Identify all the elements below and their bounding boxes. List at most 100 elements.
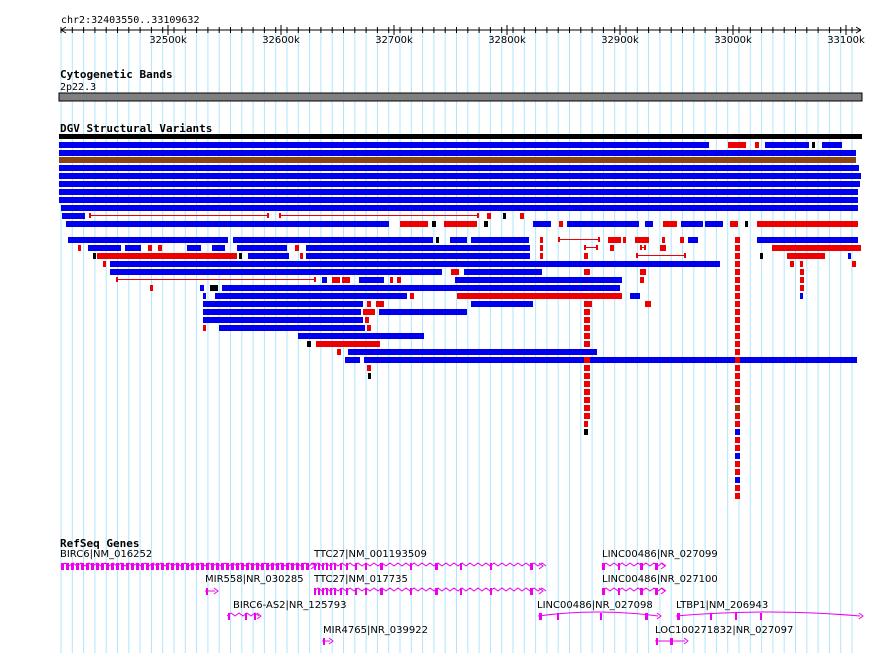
sv-gain-bar[interactable]: [66, 221, 389, 227]
gene-birc6-exon[interactable]: [91, 563, 94, 570]
gene-birc6-exon[interactable]: [281, 563, 284, 570]
sv-other-bar[interactable]: [745, 221, 748, 227]
gene-ttc27-b-exon[interactable]: [322, 588, 324, 595]
gene-ttc27-b-exon[interactable]: [380, 588, 383, 595]
sv-loss-bar[interactable]: [728, 142, 746, 148]
sv-loss-bar[interactable]: [150, 285, 153, 291]
sv-loss-bar[interactable]: [103, 261, 106, 267]
sv-gain-bar[interactable]: [203, 293, 206, 299]
sv-complex-bar[interactable]: [59, 157, 856, 163]
sv-gain-bar[interactable]: [322, 277, 327, 283]
gene-ltbp1-intron[interactable]: [675, 611, 861, 617]
sv-gain-bar[interactable]: [464, 269, 542, 275]
gene-birc6-exon[interactable]: [61, 563, 64, 570]
gene-birc6-exon[interactable]: [191, 563, 194, 570]
sv-loss-end[interactable]: [596, 245, 598, 250]
sv-loss-end[interactable]: [636, 253, 638, 258]
gene-birc6-exon[interactable]: [136, 563, 139, 570]
cytoband-2p22-3[interactable]: [58, 92, 863, 102]
gene-ttc27-a-exon[interactable]: [380, 563, 383, 570]
sv-loss-bar[interactable]: [735, 261, 740, 267]
sv-loss-bar[interactable]: [735, 413, 740, 419]
gene-ttc27-b-exon[interactable]: [490, 588, 492, 595]
sv-gain-bar[interactable]: [455, 277, 622, 283]
gene-ttc27-b-exon[interactable]: [330, 588, 332, 595]
gene-label[interactable]: BIRC6-AS2|NR_125793: [233, 600, 347, 611]
sv-gain-bar[interactable]: [450, 237, 467, 243]
gene-birc6-exon[interactable]: [106, 563, 109, 570]
sv-loss-bar[interactable]: [203, 325, 206, 331]
sv-loss-bar[interactable]: [735, 389, 740, 395]
sv-loss-bar[interactable]: [755, 142, 759, 148]
sv-gain-bar[interactable]: [125, 245, 141, 251]
gene-ttc27-b-exon[interactable]: [410, 588, 412, 595]
sv-gain-bar[interactable]: [567, 221, 639, 227]
gene-ttc27-a-exon[interactable]: [365, 563, 367, 570]
sv-other-bar[interactable]: [307, 341, 311, 347]
sv-loss-bar[interactable]: [367, 365, 371, 371]
sv-loss-bar[interactable]: [735, 493, 740, 499]
gene-loc100271832-exon[interactable]: [656, 638, 658, 645]
gene-birc6-exon[interactable]: [121, 563, 124, 570]
gene-birc6-exon[interactable]: [146, 563, 149, 570]
sv-gain-bar[interactable]: [110, 261, 720, 267]
sv-gain-bar[interactable]: [800, 293, 803, 299]
sv-loss-bar[interactable]: [444, 221, 477, 227]
sv-other-bar[interactable]: [436, 237, 439, 243]
gene-ttc27-a-exon[interactable]: [435, 563, 438, 570]
sv-loss-bar[interactable]: [584, 421, 588, 427]
sv-loss-bar[interactable]: [584, 413, 590, 419]
gene-birc6-exon[interactable]: [161, 563, 164, 570]
gene-label[interactable]: LINC00486|NR_027100: [602, 574, 718, 585]
sv-loss-bar[interactable]: [584, 405, 590, 411]
sv-loss-end[interactable]: [314, 277, 316, 282]
sv-loss-bar[interactable]: [735, 309, 740, 315]
sv-loss-bar[interactable]: [735, 293, 740, 299]
gene-ttc27-a-exon[interactable]: [410, 563, 412, 570]
sv-loss-bar[interactable]: [540, 245, 543, 251]
sv-loss-bar[interactable]: [584, 301, 592, 307]
sv-other-bar[interactable]: [760, 253, 763, 259]
sv-loss-bar[interactable]: [584, 269, 590, 275]
sv-loss-bar[interactable]: [332, 277, 340, 283]
sv-loss-bar[interactable]: [584, 309, 590, 315]
sv-loss-bar[interactable]: [735, 301, 740, 307]
gene-linc00486-a-exon[interactable]: [655, 563, 658, 570]
gene-ltbp1-exon[interactable]: [710, 613, 712, 620]
sv-gain-bar[interactable]: [630, 293, 640, 299]
gene-birc6-exon[interactable]: [181, 563, 184, 570]
sv-loss-bar[interactable]: [735, 397, 740, 403]
sv-gain-bar[interactable]: [200, 285, 204, 291]
gene-birc6-exon[interactable]: [116, 563, 119, 570]
sv-loss-bar[interactable]: [316, 341, 380, 347]
gene-birc6-exon[interactable]: [201, 563, 204, 570]
sv-gain-bar[interactable]: [62, 213, 85, 219]
gene-birc6-exon[interactable]: [196, 563, 199, 570]
sv-loss-bar[interactable]: [730, 221, 738, 227]
sv-gain-bar[interactable]: [237, 245, 287, 251]
sv-gain-bar[interactable]: [59, 142, 709, 148]
sv-loss-bar[interactable]: [584, 373, 590, 379]
gene-birc6-as2-exon[interactable]: [254, 613, 256, 620]
sv-gain-bar[interactable]: [59, 173, 861, 179]
sv-loss-bar[interactable]: [608, 237, 621, 243]
sv-loss-bar[interactable]: [610, 245, 614, 251]
gene-birc6-exon[interactable]: [301, 563, 304, 570]
sv-loss-bar[interactable]: [337, 349, 341, 355]
gene-birc6-exon[interactable]: [156, 563, 159, 570]
sv-loss-end[interactable]: [267, 213, 269, 218]
gene-birc6-exon[interactable]: [71, 563, 74, 570]
sv-loss-bar[interactable]: [295, 245, 299, 251]
gene-ttc27-a-exon[interactable]: [322, 563, 324, 570]
sv-gain-bar[interactable]: [348, 349, 597, 355]
sv-gain-bar[interactable]: [471, 237, 529, 243]
gene-birc6-exon[interactable]: [176, 563, 179, 570]
sv-loss-bar[interactable]: [735, 333, 740, 339]
gene-birc6-exon[interactable]: [131, 563, 134, 570]
sv-loss-bar[interactable]: [584, 325, 590, 331]
sv-gain-bar[interactable]: [61, 205, 858, 211]
sv-loss-bar[interactable]: [735, 461, 740, 467]
gene-ttc27-a-exon[interactable]: [330, 563, 332, 570]
gene-birc6-exon[interactable]: [171, 563, 174, 570]
gene-mir558-exon[interactable]: [206, 588, 208, 595]
